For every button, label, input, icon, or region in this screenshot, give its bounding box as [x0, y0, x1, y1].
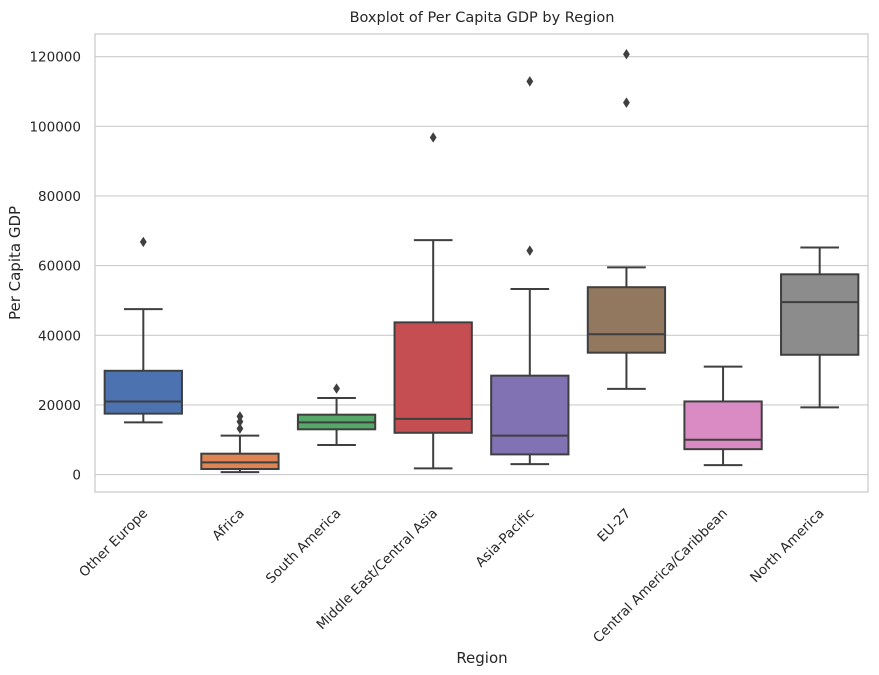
- y-tick-label: 60000: [38, 259, 81, 275]
- y-tick-label: 40000: [38, 328, 81, 344]
- outlier-point: [429, 132, 437, 143]
- y-tick-label: 20000: [38, 398, 81, 414]
- x-tick-label: Asia-Pacific: [473, 506, 538, 571]
- y-axis-label: Per Capita GDP: [6, 206, 24, 320]
- y-tick-label: 120000: [29, 50, 81, 66]
- outlier-point: [236, 411, 244, 422]
- box-rect: [103, 369, 183, 415]
- box-2: [296, 383, 377, 446]
- outlier-point: [623, 49, 630, 60]
- box-7: [780, 246, 860, 409]
- y-tick-label: 100000: [29, 119, 81, 135]
- outlier-point: [333, 383, 340, 394]
- x-tick-label: EU-27: [594, 506, 634, 546]
- box-1: [200, 411, 280, 474]
- x-tick-label: North America: [747, 506, 827, 586]
- box-5: [586, 49, 667, 390]
- outlier-point: [526, 76, 534, 87]
- grid-lines: [95, 56, 868, 476]
- outlier-point: [139, 236, 147, 248]
- box-rect: [586, 286, 667, 354]
- y-tick-labels: 0 20000 40000 60000 80000 100000 120000: [29, 50, 81, 484]
- chart-title: Boxplot of Per Capita GDP by Region: [350, 10, 615, 26]
- boxes: [103, 49, 860, 474]
- box-rect: [490, 374, 570, 456]
- x-tick-label: Africa: [209, 506, 248, 545]
- plot-frame: [94, 33, 869, 493]
- box-rect: [780, 273, 860, 356]
- box-0: [103, 236, 183, 424]
- x-axis-label: Region: [456, 649, 507, 667]
- y-tick-label: 80000: [38, 189, 81, 205]
- box-6: [683, 365, 763, 467]
- y-tick-label: 0: [72, 468, 81, 484]
- x-tick-label: Other Europe: [76, 506, 151, 581]
- box-4: [490, 76, 570, 466]
- outlier-point: [236, 416, 244, 427]
- outlier-point: [623, 97, 630, 108]
- box-3: [393, 132, 473, 470]
- outlier-point: [526, 245, 534, 256]
- outlier-point: [236, 423, 244, 434]
- x-tick-label: South America: [263, 506, 344, 587]
- box-rect: [200, 452, 280, 471]
- box-rect: [683, 400, 763, 451]
- box-rect: [393, 321, 473, 434]
